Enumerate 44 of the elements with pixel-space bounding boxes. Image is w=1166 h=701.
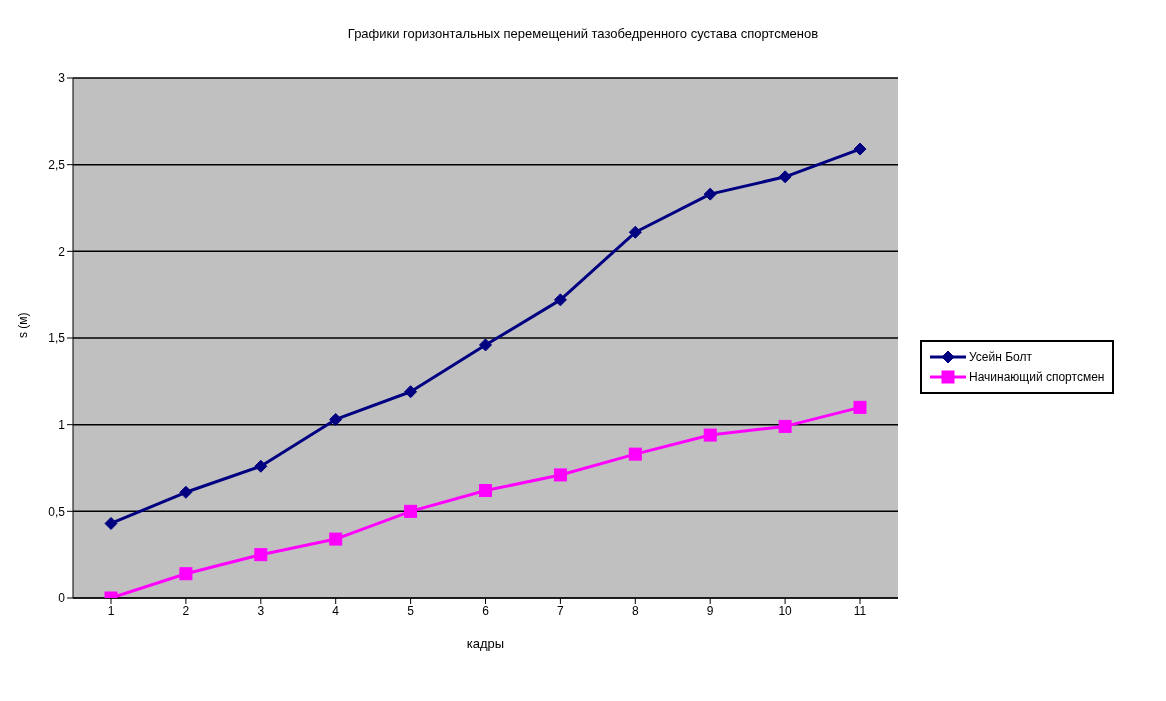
y-tick-label: 1,5 [48,331,66,346]
point [479,484,492,498]
point [254,548,268,562]
point [853,400,867,414]
point [329,412,343,426]
point [404,504,418,518]
y-tick-label: 0,5 [48,504,66,519]
x-tick-label: 1 [107,603,115,618]
x-tick-label: 6 [482,603,490,618]
y-tick-label: 1 [58,417,66,432]
y-axis-title: s (м) [16,312,31,338]
point [553,293,567,307]
x-tick-label: 5 [407,603,415,618]
y-tick-label: 2 [58,244,66,259]
chart-title: Графики горизонтальных перемещений тазобедренного сустава спортсменов [346,26,820,41]
point [628,447,642,461]
x-tick-label: 11 [853,603,867,618]
point [778,170,792,184]
point [703,187,717,201]
point [479,338,492,352]
point [853,142,867,156]
point [104,516,118,530]
x-tick-label: 3 [257,603,265,618]
x-tick-label: 4 [332,603,340,618]
point [404,385,418,399]
x-tick-label: 9 [706,603,714,618]
x-tick-label: 2 [182,603,190,618]
point [778,419,792,433]
point [703,428,717,442]
y-tick-label: 2,5 [48,157,66,172]
y-tick-label: 3 [58,71,66,86]
y-tick-label: 0 [58,591,66,606]
x-tick-label: 7 [557,603,565,618]
x-axis-title: кадры [466,636,505,651]
point [329,532,343,546]
point [553,468,567,482]
point [254,459,268,473]
point [179,485,193,499]
legend-label: Усейн Болт [969,350,1032,364]
legend-label: Начинающий спортсмен [969,370,1105,384]
point [628,225,642,239]
x-tick-label: 8 [631,603,639,618]
point [179,567,193,581]
x-tick-label: 10 [778,603,793,618]
